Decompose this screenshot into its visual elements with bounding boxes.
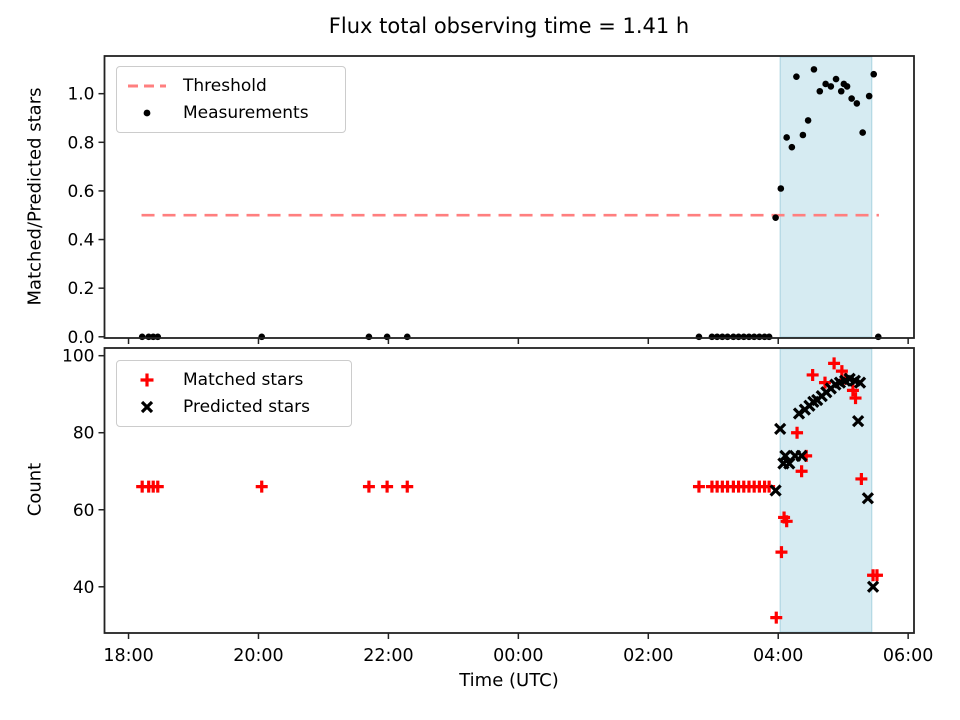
matched-point <box>775 546 788 559</box>
matched-point <box>828 357 841 370</box>
measurement-point <box>724 333 731 341</box>
legend-item-measurements: Measurements <box>127 103 331 123</box>
matched-point <box>692 480 705 493</box>
measurement-point <box>383 333 391 341</box>
axes-spines <box>103 55 915 339</box>
measurement-point <box>772 214 779 221</box>
matched-point <box>255 480 268 493</box>
matched-point <box>362 480 375 493</box>
matched-point <box>846 384 859 397</box>
measurement-point <box>827 83 835 90</box>
measurement-point <box>837 87 845 95</box>
measurement-point <box>138 333 146 341</box>
x-tick-label: 04:00 <box>753 646 803 666</box>
measurement-point <box>365 333 373 341</box>
measurement-point <box>799 131 807 139</box>
measurement-point <box>859 129 866 136</box>
measurement-point <box>822 80 829 88</box>
predicted-point <box>769 484 782 497</box>
x-tick-label: 18:00 <box>103 646 153 666</box>
x-tick-label: 06:00 <box>883 646 933 666</box>
y-tick-label: 0.8 <box>67 133 94 153</box>
axes-spines <box>103 347 915 634</box>
measurement-point <box>403 333 411 341</box>
legend-item-threshold: Threshold <box>127 76 331 96</box>
matched-point <box>381 480 394 493</box>
matched-point <box>870 569 883 582</box>
x-axis-label: Time (UTC) <box>459 670 559 691</box>
threshold-dashed-line-icon <box>128 84 166 88</box>
y-tick-label: 100 <box>62 347 94 367</box>
y-tick-label: 80 <box>73 424 95 444</box>
matched-point <box>151 480 164 493</box>
matched-point <box>806 368 819 381</box>
x-tick-label: 20:00 <box>233 646 283 666</box>
matched-plus-icon <box>140 373 154 387</box>
y-tick-label: 1.0 <box>67 85 94 105</box>
predicted-point <box>779 449 792 462</box>
matched-point <box>835 365 848 378</box>
matched-point <box>855 472 868 485</box>
legend-label-predicted-stars: Predicted stars <box>183 397 310 417</box>
legend-label-measurements: Measurements <box>183 103 309 123</box>
predicted-x-icon <box>140 400 154 414</box>
measurement-point <box>788 143 796 151</box>
matched-point <box>780 515 793 528</box>
y-tick-label: 0.2 <box>67 279 94 299</box>
y-tick-label: 60 <box>73 501 95 521</box>
measurement-point <box>865 92 873 100</box>
measurement-point <box>874 333 882 341</box>
measurement-point <box>870 70 878 78</box>
measurement-point <box>154 333 162 341</box>
measurement-point <box>804 117 812 124</box>
series-x <box>769 372 880 593</box>
x-tick-label: 02:00 <box>623 646 673 666</box>
measurement-point <box>765 333 773 341</box>
predicted-point <box>795 449 808 462</box>
legend-top: Threshold Measurements <box>116 66 346 133</box>
measurement-point <box>853 100 861 107</box>
legend-item-matched-stars: Matched stars <box>127 370 337 390</box>
measurement-point <box>810 66 818 73</box>
matched-point <box>770 611 783 624</box>
y-tick-label: 40 <box>73 578 95 598</box>
predicted-point <box>853 376 867 389</box>
measurement-point <box>783 134 790 141</box>
predicted-point <box>861 492 875 505</box>
measurement-point <box>777 185 785 192</box>
measurement-point <box>793 73 800 80</box>
measurement-point <box>695 333 703 341</box>
measurement-point <box>258 333 266 341</box>
predicted-point <box>866 580 880 593</box>
observing-window-span <box>779 56 873 338</box>
legend-label-threshold: Threshold <box>183 76 267 96</box>
x-tick-label: 00:00 <box>493 646 543 666</box>
measurement-point <box>832 75 840 83</box>
legend-item-predicted-stars: Predicted stars <box>127 397 337 417</box>
measurements-dot-icon <box>143 109 151 117</box>
matched-point <box>795 465 808 478</box>
x-tick-label: 22:00 <box>363 646 413 666</box>
y-tick-label: 0.6 <box>67 182 94 202</box>
predicted-point <box>851 415 865 428</box>
legend-label-matched-stars: Matched stars <box>183 370 304 390</box>
predicted-point <box>774 422 787 436</box>
series-plus <box>136 357 883 624</box>
legend-bottom: Matched stars Predicted stars <box>116 360 352 427</box>
measurement-point <box>848 95 855 102</box>
matched-point <box>401 480 414 493</box>
y-tick-label: 0.4 <box>67 231 94 251</box>
matched-point <box>849 392 862 405</box>
measurement-point <box>843 83 851 90</box>
chart-title: Flux total observing time = 1.41 h <box>328 14 690 38</box>
y-tick-label: 0.0 <box>67 328 94 348</box>
matched-point <box>791 426 804 439</box>
matched-point <box>818 376 831 389</box>
measurement-point <box>816 87 824 95</box>
